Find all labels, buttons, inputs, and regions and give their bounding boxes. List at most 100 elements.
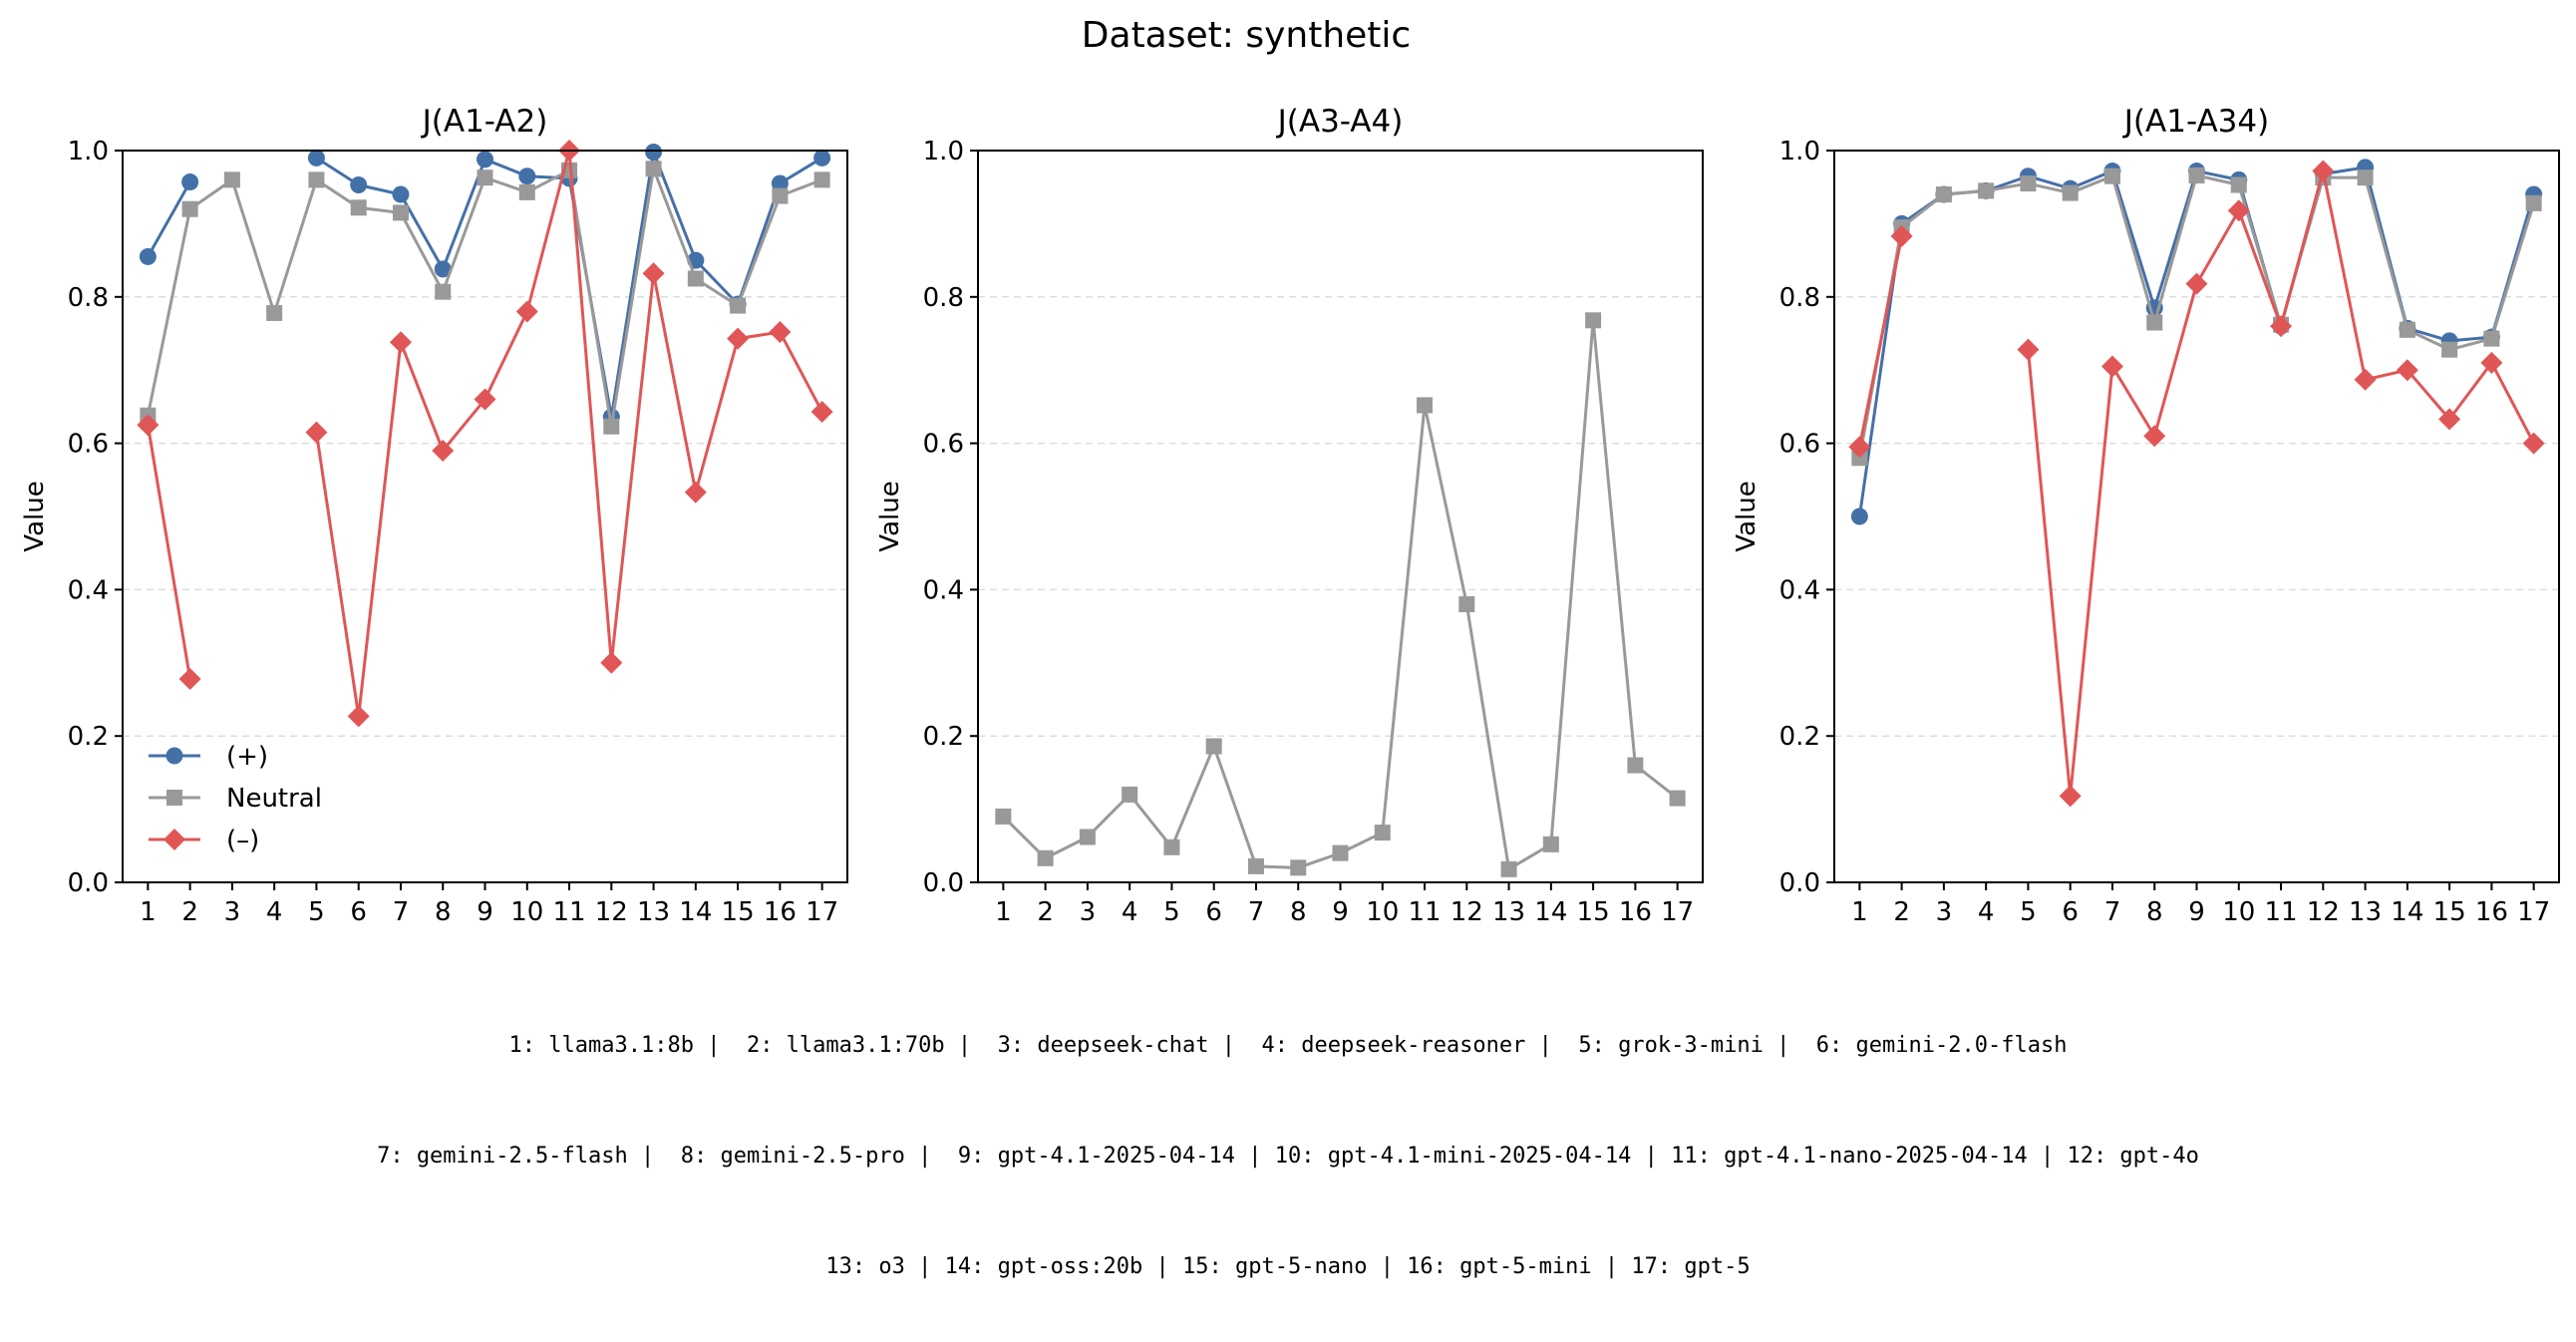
y-tick-label: 0.6	[1779, 430, 1820, 460]
x-tick-label: 11	[2264, 897, 2297, 927]
model-key-line-2: 7: gemini-2.5-flash | 8: gemini-2.5-pro …	[377, 1144, 2199, 1169]
x-tick-label: 8	[435, 897, 452, 927]
series-neutral	[1851, 167, 2542, 467]
data-point	[2525, 194, 2542, 211]
data-point	[645, 161, 662, 177]
model-key-line-1: 1: llama3.1:8b | 2: llama3.1:70b | 3: de…	[508, 1033, 2068, 1058]
x-tick-label: 12	[595, 897, 628, 927]
x-tick-label: 13	[2349, 897, 2382, 927]
data-point	[2230, 176, 2247, 193]
x-tick-label: 1	[140, 897, 157, 927]
x-tick-label: 12	[2307, 897, 2340, 927]
x-tick-label: 3	[224, 897, 241, 927]
data-point	[137, 414, 160, 437]
data-point	[1669, 790, 1686, 807]
data-point	[642, 262, 665, 285]
data-point	[1374, 825, 1391, 841]
x-tick-label: 15	[1577, 897, 1610, 927]
data-point	[477, 169, 493, 186]
data-point	[1978, 182, 1995, 199]
x-tick-label: 8	[2146, 897, 2163, 927]
y-tick-label: 1.0	[1779, 137, 1820, 167]
x-tick-label: 4	[1978, 897, 1995, 927]
series-line	[314, 149, 823, 718]
x-tick-label: 13	[637, 897, 670, 927]
data-point	[813, 149, 831, 167]
y-tick-label: 0.8	[1779, 283, 1820, 313]
y-tick-label: 0.2	[1779, 722, 1820, 752]
x-tick-label: 15	[2433, 897, 2466, 927]
data-point	[392, 185, 410, 203]
legend-marker	[165, 747, 183, 765]
x-tick-label: 14	[679, 897, 712, 927]
series-line	[146, 425, 192, 680]
data-point	[2017, 338, 2040, 361]
data-point	[347, 705, 370, 728]
series-line	[1002, 318, 1679, 871]
series-line	[2026, 169, 2535, 798]
chart-panel-1: 0.00.20.40.60.81.01 2 3 4 5 6 7 8 9 10 11 12 13 14 15 1…	[20, 104, 848, 927]
data-point	[432, 439, 455, 462]
data-point	[813, 171, 830, 188]
chart-title: J(A3-A4)	[1276, 104, 1404, 140]
data-point	[2522, 432, 2545, 455]
legend-label: Neutral	[226, 784, 322, 814]
data-point	[771, 174, 789, 192]
data-point	[2185, 272, 2208, 295]
data-point	[1122, 786, 1138, 803]
x-tick-label: 10	[1366, 897, 1399, 927]
data-point	[477, 151, 493, 168]
x-tick-label: 4	[266, 897, 283, 927]
data-point	[1247, 857, 1264, 874]
x-tick-label: 7	[393, 897, 410, 927]
data-point	[687, 270, 704, 287]
x-tick-label: 5	[1163, 897, 1180, 927]
data-point	[1848, 436, 1871, 459]
x-tick-label: 15	[722, 897, 755, 927]
data-point	[305, 421, 328, 444]
x-tick-label: 6	[350, 897, 367, 927]
data-point	[603, 418, 620, 435]
series-positive	[1850, 159, 2543, 525]
figure-suptitle: Dataset: synthetic	[1082, 15, 1411, 56]
data-point	[995, 808, 1012, 825]
data-point	[1850, 507, 1868, 525]
data-point	[772, 187, 789, 204]
series-neutral	[995, 312, 1686, 877]
x-tick-label: 2	[1893, 897, 1910, 927]
x-tick-label: 16	[1619, 897, 1652, 927]
data-point	[308, 171, 325, 188]
data-point	[266, 304, 283, 321]
model-key-line-3: 13: o3 | 14: gpt-oss:20b | 15: gpt-5-nan…	[825, 1254, 1751, 1279]
data-point	[769, 321, 792, 344]
data-point	[1935, 186, 1952, 203]
legend-marker	[166, 790, 182, 806]
y-tick-label: 0.8	[923, 283, 964, 313]
data-point	[1542, 836, 1559, 852]
chart-title: J(A1-A2)	[421, 104, 548, 140]
data-point	[181, 200, 198, 217]
data-point	[1037, 849, 1054, 866]
y-tick-label: 0.4	[68, 575, 109, 605]
data-point	[730, 297, 747, 314]
x-tick-label: 13	[1492, 897, 1525, 927]
y-axis-label: Value	[875, 481, 905, 551]
data-point	[2146, 314, 2163, 331]
x-tick-label: 16	[764, 897, 797, 927]
data-point	[515, 300, 538, 323]
data-point	[2441, 341, 2458, 358]
x-tick-label: 9	[2188, 897, 2205, 927]
data-point	[684, 481, 707, 503]
data-point	[645, 143, 663, 161]
plot-frame	[1833, 150, 2560, 883]
data-point	[1500, 860, 1517, 877]
x-tick-label: 6	[2062, 897, 2079, 927]
data-point	[2480, 351, 2503, 374]
data-point	[307, 149, 325, 167]
data-point	[1627, 757, 1644, 774]
legend-label: (+)	[226, 742, 268, 772]
x-tick-label: 14	[2391, 897, 2423, 927]
data-point	[434, 260, 452, 278]
y-tick-label: 1.0	[68, 137, 109, 167]
data-point	[2020, 175, 2037, 192]
